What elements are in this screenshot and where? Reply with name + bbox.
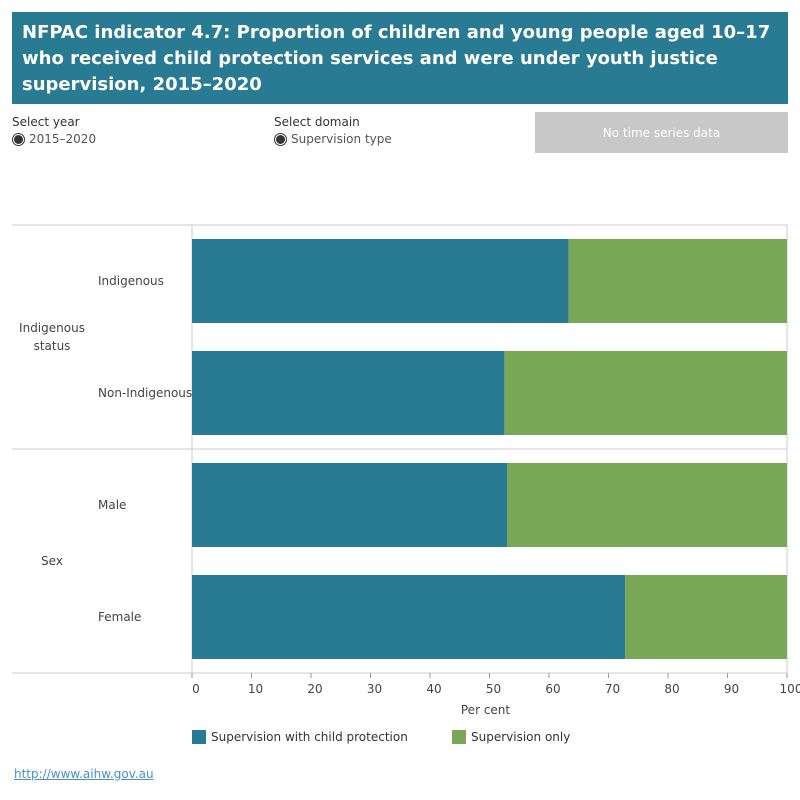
bar-segment-indigenous-series-2 — [568, 239, 787, 323]
chart-title: NFPAC indicator 4.7: Proportion of child… — [22, 22, 771, 95]
year-option-label: 2015–2020 — [29, 132, 97, 146]
domain-option-label: Supervision type — [291, 132, 392, 146]
bar-segment-female-series-1 — [192, 575, 626, 659]
domain-option[interactable]: Supervision type — [274, 132, 392, 146]
x-tick-label: 100 — [780, 682, 800, 696]
category-label: Non-Indigenous — [98, 386, 192, 400]
domain-selector: Select domain Supervision type — [274, 115, 392, 146]
category-label: Indigenous — [98, 274, 164, 288]
x-tick-label: 20 — [307, 682, 322, 696]
group-label: Indigenous status — [19, 321, 85, 353]
year-selector: Select year 2015–2020 — [12, 115, 96, 146]
x-tick-label: 30 — [367, 682, 382, 696]
x-tick-label: 80 — [664, 682, 679, 696]
year-option[interactable]: 2015–2020 — [12, 132, 96, 146]
x-tick-label: 40 — [426, 682, 441, 696]
category-label: Male — [98, 498, 126, 512]
bar-segment-non-indigenous-series-1 — [192, 351, 505, 435]
legend-swatch — [452, 730, 466, 744]
aihw-link[interactable]: http://www.aihw.gov.au — [14, 767, 154, 781]
bar-segment-indigenous-series-1 — [192, 239, 569, 323]
bar-segment-male-series-2 — [507, 463, 787, 547]
no-time-series-button[interactable]: No time series data — [535, 112, 788, 153]
legend-label: Supervision with child protection — [211, 730, 408, 744]
bar-segment-non-indigenous-series-2 — [504, 351, 787, 435]
group-label: Sex — [41, 554, 63, 568]
stacked-bar-chart: Indigenous status Indigenous Non-Indigenous… — [12, 224, 800, 717]
category-label: Female — [98, 610, 141, 624]
x-tick-label: 60 — [545, 682, 560, 696]
legend-item-series-2[interactable]: Supervision only — [452, 730, 570, 744]
legend-item-series-1[interactable]: Supervision with child protection — [192, 730, 408, 744]
x-axis-title: Per cent — [461, 703, 511, 717]
x-tick-label: 70 — [605, 682, 620, 696]
legend-swatch — [192, 730, 206, 744]
x-tick-label: 50 — [486, 682, 501, 696]
title-banner: NFPAC indicator 4.7: Proportion of child… — [12, 12, 788, 104]
x-tick-label: 10 — [248, 682, 263, 696]
radio-selected-icon[interactable] — [12, 132, 25, 146]
x-tick-label: 0 — [192, 682, 200, 696]
legend-label: Supervision only — [471, 730, 571, 744]
x-tick-label: 90 — [724, 682, 739, 696]
radio-selected-icon[interactable] — [274, 132, 287, 146]
bar-segment-male-series-1 — [192, 463, 508, 547]
bar-segment-female-series-2 — [625, 575, 787, 659]
domain-selector-label: Select domain — [274, 115, 360, 129]
year-selector-label: Select year — [12, 115, 80, 129]
